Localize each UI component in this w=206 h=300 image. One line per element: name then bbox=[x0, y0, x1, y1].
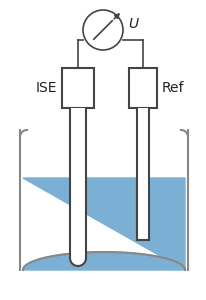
Bar bbox=[129, 68, 157, 108]
Polygon shape bbox=[23, 178, 185, 270]
Polygon shape bbox=[70, 258, 86, 266]
Text: U: U bbox=[128, 17, 138, 31]
Text: Ref: Ref bbox=[162, 81, 185, 95]
Bar bbox=[70, 108, 86, 258]
Circle shape bbox=[83, 10, 123, 50]
Text: ISE: ISE bbox=[35, 81, 57, 95]
Bar bbox=[62, 68, 94, 108]
Bar bbox=[137, 108, 149, 240]
